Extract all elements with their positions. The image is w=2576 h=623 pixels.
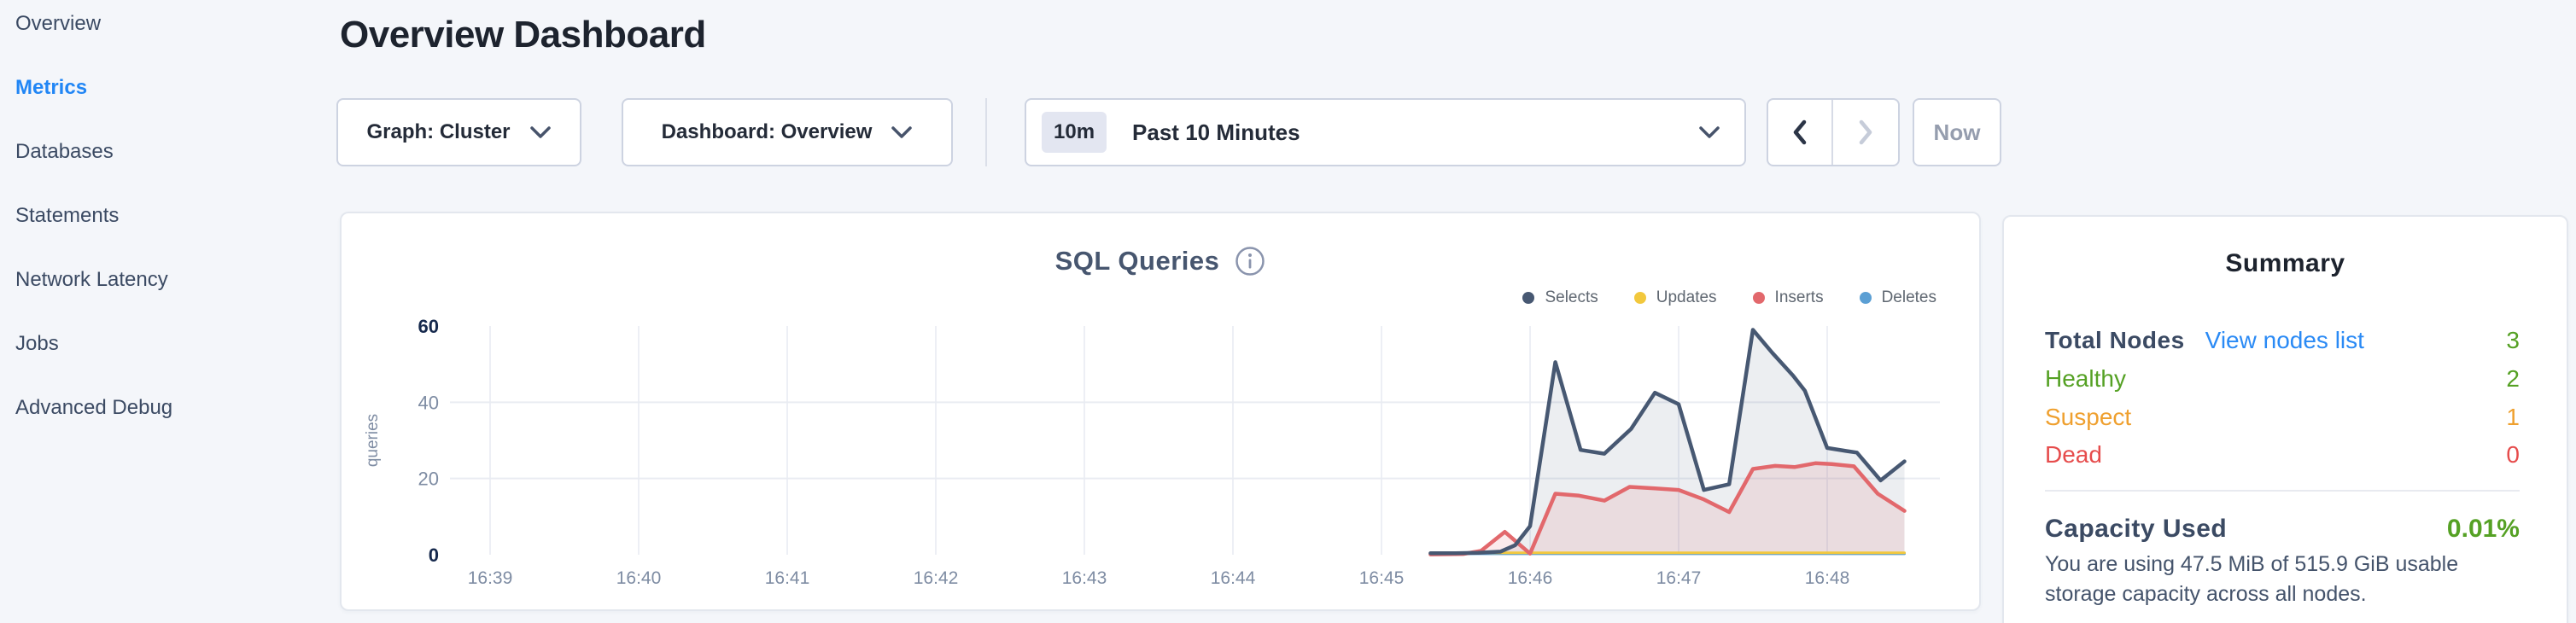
sidebar-item-jobs[interactable]: Jobs xyxy=(15,331,59,355)
legend-label: Inserts xyxy=(1774,288,1824,306)
chevron-down-icon xyxy=(891,126,913,138)
summary-row-total-nodes: Total Nodes View nodes list 3 xyxy=(2045,323,2520,358)
svg-text:16:42: 16:42 xyxy=(914,568,959,588)
svg-text:16:48: 16:48 xyxy=(1805,568,1850,588)
dead-label: Dead xyxy=(2045,441,2102,468)
chevron-down-icon xyxy=(1699,126,1720,138)
legend-label: Selects xyxy=(1545,288,1598,306)
svg-text:16:40: 16:40 xyxy=(616,568,662,588)
info-icon[interactable] xyxy=(1235,246,1265,277)
dead-value: 0 xyxy=(2506,441,2520,468)
legend-dot-selects xyxy=(1522,292,1535,304)
chart-legend: Selects Updates Inserts Deletes xyxy=(1522,288,1936,307)
sidebar-item-databases[interactable]: Databases xyxy=(15,139,114,163)
svg-text:16:45: 16:45 xyxy=(1359,568,1405,588)
sidebar-item-statements[interactable]: Statements xyxy=(15,203,120,227)
svg-text:16:43: 16:43 xyxy=(1062,568,1107,588)
legend-label: Deletes xyxy=(1881,288,1936,306)
page-title: Overview Dashboard xyxy=(340,14,706,55)
dashboard-dropdown[interactable]: Dashboard: Overview xyxy=(622,98,953,166)
summary-row-dead: Dead 0 xyxy=(2045,438,2520,472)
sql-queries-chart-card: SQL Queries Selects Updates Inserts Dele… xyxy=(340,212,1981,611)
legend-item-selects: Selects xyxy=(1522,288,1598,307)
suspect-value: 1 xyxy=(2506,404,2520,430)
svg-text:60: 60 xyxy=(418,316,439,337)
time-range-badge: 10m xyxy=(1042,112,1107,153)
chevron-right-icon xyxy=(1859,119,1872,145)
total-nodes-label: Total Nodes xyxy=(2045,327,2185,353)
legend-item-inserts: Inserts xyxy=(1752,288,1824,307)
legend-label: Updates xyxy=(1656,288,1717,306)
toolbar-divider xyxy=(985,98,987,166)
summary-title: Summary xyxy=(2225,249,2345,277)
capacity-description: You are using 47.5 MiB of 515.9 GiB usab… xyxy=(2045,552,2459,606)
legend-item-deletes: Deletes xyxy=(1859,288,1936,307)
capacity-used-label: Capacity Used xyxy=(2045,515,2228,543)
graph-scope-dropdown-label: Graph: Cluster xyxy=(366,120,511,143)
chevron-down-icon xyxy=(529,126,551,138)
summary-panel: Summary Total Nodes View nodes list 3 He… xyxy=(2002,215,2568,623)
total-nodes-value: 3 xyxy=(2506,327,2520,353)
now-button[interactable]: Now xyxy=(1913,98,2001,166)
sidebar-item-metrics[interactable]: Metrics xyxy=(15,75,88,99)
sidebar-item-network-latency[interactable]: Network Latency xyxy=(15,267,168,291)
time-range-selector[interactable]: 10m Past 10 Minutes xyxy=(1025,98,1746,166)
legend-dot-updates xyxy=(1633,292,1646,304)
capacity-used-value: 0.01% xyxy=(2446,515,2520,543)
svg-text:16:39: 16:39 xyxy=(468,568,513,588)
summary-row-healthy: Healthy 2 xyxy=(2045,362,2520,396)
previous-time-window-button[interactable] xyxy=(1768,100,1833,165)
chevron-left-icon xyxy=(1793,119,1807,145)
svg-text:16:41: 16:41 xyxy=(765,568,810,588)
svg-text:16:44: 16:44 xyxy=(1211,568,1256,588)
dashboard-dropdown-label: Dashboard: Overview xyxy=(661,120,873,143)
summary-divider xyxy=(2045,490,2520,492)
svg-text:queries: queries xyxy=(364,414,382,467)
svg-text:40: 40 xyxy=(418,392,439,413)
sidebar-item-advanced-debug[interactable]: Advanced Debug xyxy=(15,395,173,419)
legend-dot-deletes xyxy=(1859,292,1872,304)
svg-text:16:46: 16:46 xyxy=(1508,568,1553,588)
next-time-window-button[interactable] xyxy=(1833,100,1898,165)
svg-text:0: 0 xyxy=(429,544,439,566)
view-nodes-list-link[interactable]: View nodes list xyxy=(2205,327,2364,353)
svg-text:20: 20 xyxy=(418,469,439,490)
legend-dot-inserts xyxy=(1752,292,1765,304)
summary-row-capacity: Capacity Used 0.01% xyxy=(2045,512,2520,546)
summary-row-suspect: Suspect 1 xyxy=(2045,400,2520,434)
time-range-label: Past 10 Minutes xyxy=(1132,119,1300,145)
legend-item-updates: Updates xyxy=(1633,288,1717,307)
healthy-value: 2 xyxy=(2506,365,2520,392)
suspect-label: Suspect xyxy=(2045,404,2132,430)
graph-scope-dropdown[interactable]: Graph: Cluster xyxy=(336,98,581,166)
sql-queries-plot: 16:39 16:40 16:41 16:42 16:43 16:44 16:45 16:46… xyxy=(364,316,1940,588)
svg-text:16:47: 16:47 xyxy=(1656,568,1702,588)
sidebar-item-overview[interactable]: Overview xyxy=(15,11,102,35)
healthy-label: Healthy xyxy=(2045,365,2126,392)
sidebar: Overview Metrics Databases Statements Ne… xyxy=(0,0,333,440)
chart-title: SQL Queries xyxy=(1054,246,1220,276)
time-window-arrows xyxy=(1767,98,1900,166)
